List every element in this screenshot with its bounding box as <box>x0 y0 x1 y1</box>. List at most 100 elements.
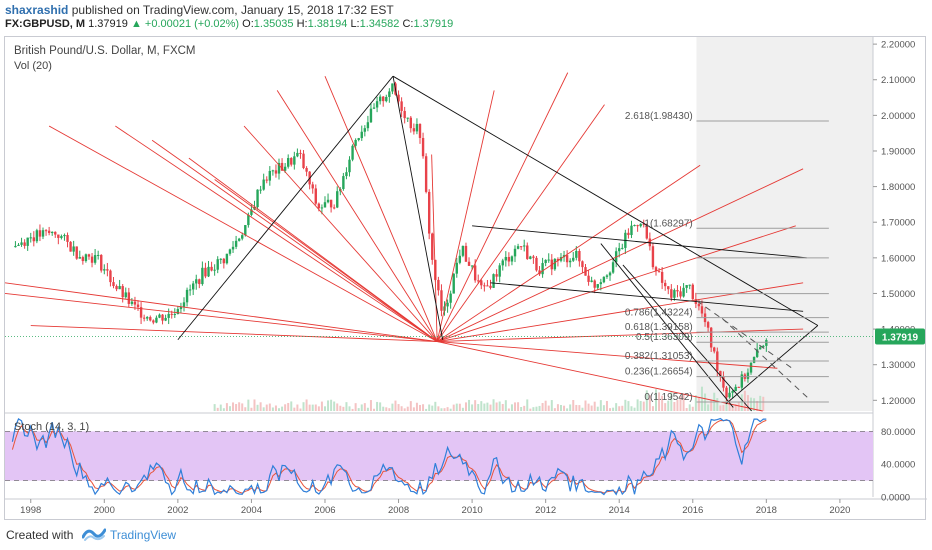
volume-bar <box>520 406 523 411</box>
candle-body <box>372 107 376 109</box>
volume-bar <box>455 403 458 411</box>
candle-body <box>75 246 78 259</box>
price-tick-label: 1.90000 <box>881 146 915 157</box>
candle-body <box>700 306 704 314</box>
volume-bar <box>483 403 486 411</box>
footer: Created with TradingView <box>0 520 932 550</box>
created-with-text: Created with <box>6 528 74 542</box>
chart-header: shaxrashid published on TradingView.com,… <box>0 0 932 36</box>
volume-bar <box>651 406 654 411</box>
volume-bar <box>443 408 446 411</box>
candle-body <box>480 280 483 286</box>
volume-bar <box>216 407 219 411</box>
chart-canvas[interactable]: 2.20000 2.10000 2.00000 1.90000 1.80000 1.700… <box>5 37 927 521</box>
volume-bar <box>602 405 605 411</box>
volume-bar <box>697 397 700 411</box>
candle-body <box>378 96 382 102</box>
candle-body <box>54 231 57 235</box>
stoch-indicator-label[interactable]: Stoch (14, 3, 1) <box>14 421 90 433</box>
fib-level-label: 0.236(1.26654) <box>625 367 693 378</box>
candle-body <box>651 246 655 268</box>
candle-body <box>188 289 192 291</box>
volume-bar <box>228 406 231 411</box>
candle-body <box>495 274 498 277</box>
author-link[interactable]: shaxrashid <box>5 3 69 17</box>
candle-body <box>228 249 232 254</box>
candle-body <box>213 269 216 271</box>
candle-body <box>608 272 612 276</box>
volume-bar <box>299 408 302 411</box>
gann-fan-line <box>436 164 701 342</box>
candle-body <box>268 170 272 181</box>
volume-bar <box>553 408 556 411</box>
candle-body <box>412 128 416 132</box>
candle-body <box>345 172 348 177</box>
close-label: C: <box>402 18 414 30</box>
candle-body <box>752 356 756 363</box>
chart-frame[interactable]: 2.20000 2.10000 2.00000 1.90000 1.80000 1.700… <box>4 36 927 521</box>
candle-body <box>354 139 357 146</box>
volume-bar <box>296 404 299 411</box>
volume-bar <box>489 404 492 411</box>
volume-bar <box>559 404 562 411</box>
stoch-tick-label: 40.0000 <box>881 460 915 471</box>
projection-dash-line <box>696 300 793 369</box>
volume-bar <box>348 406 351 411</box>
ohlc-line: FX:GBPUSD, M 1.37919 ▲ +0.00021 (+0.02%)… <box>5 18 453 30</box>
trend-line <box>177 75 394 341</box>
candle-body <box>317 203 321 209</box>
tradingview-brand[interactable]: TradingView <box>110 528 177 542</box>
time-tick-label: 2002 <box>167 505 188 516</box>
candle-body <box>575 251 578 258</box>
fib-level-label: 0.618(1.39158) <box>625 322 693 333</box>
volume-bar <box>388 408 391 411</box>
time-tick-label: 2016 <box>682 505 703 516</box>
volume-indicator-label[interactable]: Vol (20) <box>14 60 52 72</box>
candle-body <box>103 269 106 271</box>
volume-bar <box>753 398 756 411</box>
candle-body <box>725 387 728 398</box>
candle-body <box>155 317 158 323</box>
candle-body <box>287 158 290 167</box>
volume-bar <box>501 403 504 411</box>
candle-body <box>222 258 226 264</box>
candle-body <box>20 242 23 245</box>
volume-bar <box>330 399 333 411</box>
volume-bar <box>740 394 743 411</box>
chart-title: British Pound/U.S. Dollar, M, FXCM <box>14 45 196 57</box>
volume-bar <box>403 408 406 411</box>
gann-fan-line <box>5 282 438 342</box>
candle-body <box>382 96 385 102</box>
candle-body <box>670 289 673 298</box>
stoch-tick-label: 0.0000 <box>881 493 910 504</box>
candle-body <box>149 317 152 321</box>
gann-fan-line <box>436 72 569 342</box>
price-badge-bg <box>875 328 925 345</box>
candle-body <box>556 258 560 261</box>
gann-fan-line <box>115 125 438 342</box>
candle-body <box>314 188 317 204</box>
candle-body <box>38 230 42 237</box>
candle-body <box>667 286 670 290</box>
time-tick-label: 2008 <box>388 505 409 516</box>
candle-body <box>363 128 367 132</box>
candle-body <box>234 240 238 247</box>
candle-body <box>406 117 409 119</box>
volume-bar <box>627 401 630 411</box>
candle-body <box>78 257 81 259</box>
candle-body <box>547 259 550 261</box>
candle-body <box>424 156 428 192</box>
time-tick-label: 2014 <box>609 505 630 516</box>
volume-bar <box>274 405 277 411</box>
candle-body <box>274 170 278 174</box>
candle-body <box>737 386 740 388</box>
candle-body <box>415 123 419 132</box>
candle-body <box>173 314 176 316</box>
candle-body <box>568 260 572 263</box>
volume-bar <box>474 400 477 411</box>
volume-bar <box>357 408 360 411</box>
volume-bar <box>685 408 688 411</box>
candle-body <box>191 283 195 290</box>
candle-body <box>210 266 213 271</box>
candle-body <box>302 153 305 169</box>
